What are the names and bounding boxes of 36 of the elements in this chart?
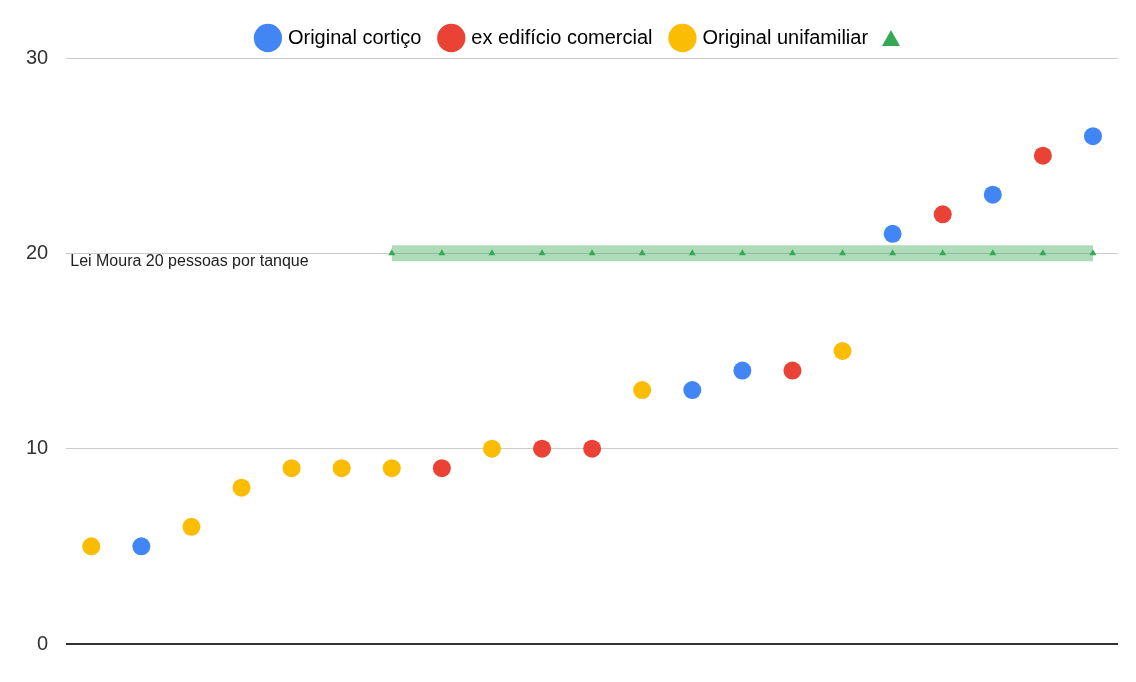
point xyxy=(182,517,201,536)
point xyxy=(438,249,446,256)
point xyxy=(482,439,501,458)
point xyxy=(783,361,802,380)
y-tick-label: 30 xyxy=(26,45,49,68)
point xyxy=(683,381,702,400)
annotation: Lei Moura 20 pessoas por tanque xyxy=(70,251,309,269)
point xyxy=(1039,249,1047,256)
point xyxy=(282,459,301,478)
point xyxy=(633,381,652,400)
point xyxy=(432,459,451,478)
point xyxy=(839,249,847,256)
point xyxy=(833,342,852,360)
point xyxy=(1033,146,1052,165)
point xyxy=(82,537,101,556)
legend-label: ex edifício comercial xyxy=(471,25,653,48)
point xyxy=(983,185,1002,204)
point xyxy=(788,249,796,256)
point xyxy=(933,205,952,224)
point xyxy=(883,224,902,243)
y-tick-label: 0 xyxy=(37,631,49,654)
point xyxy=(232,478,251,497)
point xyxy=(533,439,552,458)
point xyxy=(588,249,596,256)
point xyxy=(733,361,752,380)
point xyxy=(939,249,947,256)
point xyxy=(332,459,351,478)
legend-label: Original unifamiliar xyxy=(702,25,869,48)
y-tick-label: 10 xyxy=(26,436,49,459)
point xyxy=(1083,127,1102,146)
point xyxy=(382,459,401,478)
point xyxy=(583,439,602,458)
point xyxy=(688,249,696,256)
y-tick-label: 20 xyxy=(26,240,49,263)
legend-label: Original cortiço xyxy=(287,25,422,48)
point xyxy=(132,537,151,556)
